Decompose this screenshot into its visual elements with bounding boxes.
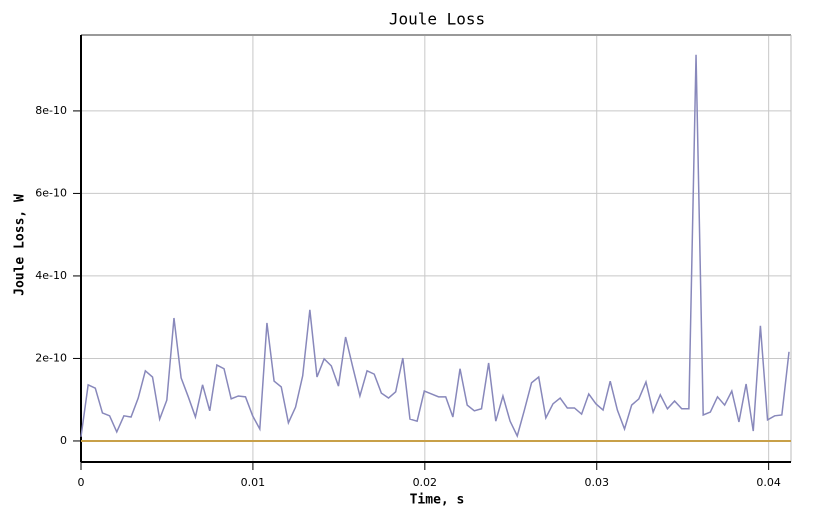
x-tick-label: 0.02 [413, 476, 438, 489]
y-tick-label: 6e-10 [35, 186, 67, 199]
y-tick-label: 0 [60, 434, 67, 447]
x-tick-label: 0.03 [584, 476, 609, 489]
y-axis-label: Joule Loss, W [13, 194, 28, 296]
plot-area: 0 2e-10 4e-10 6e-10 8e-10 0 0.01 0.02 0.03 0.04 [35, 34, 792, 489]
y-tick-label: 2e-10 [35, 351, 67, 364]
y-tick-label: 8e-10 [35, 104, 67, 117]
x-tick-label: 0 [78, 476, 85, 489]
x-tick-label: 0.04 [756, 476, 781, 489]
x-tick-label: 0.01 [241, 476, 266, 489]
chart-title: Joule Loss [389, 10, 485, 29]
y-tick-label: 4e-10 [35, 269, 67, 282]
data-line [80, 54, 790, 439]
x-axis-label: Time, s [410, 493, 465, 508]
